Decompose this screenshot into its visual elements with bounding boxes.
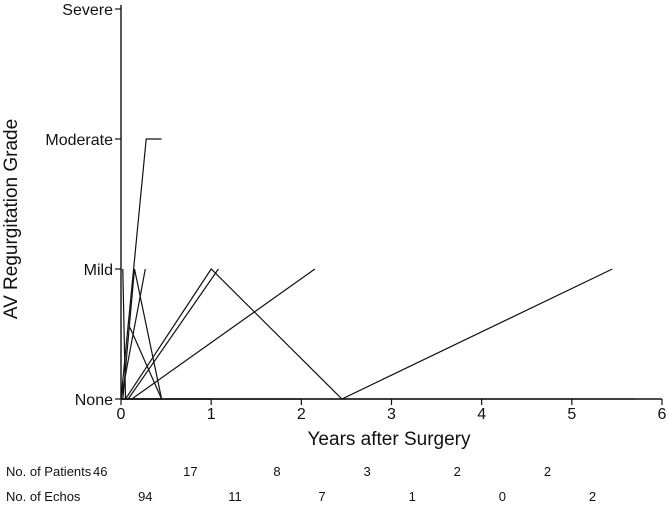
risk-table-value: 2 bbox=[544, 464, 551, 479]
risk-table: No. of Patients 46 17 8 3 2 2 No. of Echos 94 11 7… bbox=[6, 464, 596, 504]
y-tick-label: Mild bbox=[84, 262, 113, 279]
risk-table-value: 94 bbox=[138, 489, 152, 504]
risk-table-row-label: No. of Patients bbox=[6, 464, 92, 479]
series-line-patient-5 bbox=[120, 138, 162, 400]
risk-table-value: 8 bbox=[273, 464, 280, 479]
series-lines bbox=[120, 138, 635, 400]
risk-table-value: 7 bbox=[318, 489, 325, 504]
x-tick-label: 5 bbox=[567, 406, 576, 423]
x-tick-label: 0 bbox=[117, 406, 126, 423]
x-tick-label: 1 bbox=[207, 406, 216, 423]
x-axis-ticks: 0 1 2 3 4 5 6 bbox=[117, 399, 667, 423]
x-tick-label: 2 bbox=[297, 406, 306, 423]
risk-table-row-label: No. of Echos bbox=[6, 489, 81, 504]
x-tick-label: 4 bbox=[477, 406, 486, 423]
y-tick-label: Severe bbox=[62, 2, 113, 19]
risk-table-value: 1 bbox=[409, 489, 416, 504]
series-line-patient-8 bbox=[122, 268, 127, 400]
series-line-patient-11 bbox=[131, 268, 316, 400]
x-tick-label: 3 bbox=[387, 406, 396, 423]
x-axis-title: Years after Surgery bbox=[308, 429, 471, 450]
series-line-patient-10 bbox=[127, 268, 219, 400]
risk-table-value: 2 bbox=[454, 464, 461, 479]
y-tick-label: None bbox=[75, 392, 113, 409]
risk-table-value: 11 bbox=[228, 489, 242, 504]
series-line-patient-6 bbox=[122, 268, 163, 400]
series-line-patient-9 bbox=[124, 268, 613, 400]
risk-table-value: 0 bbox=[499, 489, 506, 504]
y-axis-ticks: None Mild Moderate Severe bbox=[45, 2, 121, 409]
risk-table-value: 46 bbox=[93, 464, 107, 479]
risk-table-value: 2 bbox=[589, 489, 596, 504]
series-line-patient-12 bbox=[129, 327, 163, 400]
risk-table-value: 17 bbox=[183, 464, 197, 479]
y-tick-label: Moderate bbox=[45, 132, 113, 149]
x-tick-label: 6 bbox=[658, 406, 667, 423]
y-axis-title: AV Regurgitation Grade bbox=[1, 119, 22, 319]
risk-table-value: 3 bbox=[364, 464, 371, 479]
